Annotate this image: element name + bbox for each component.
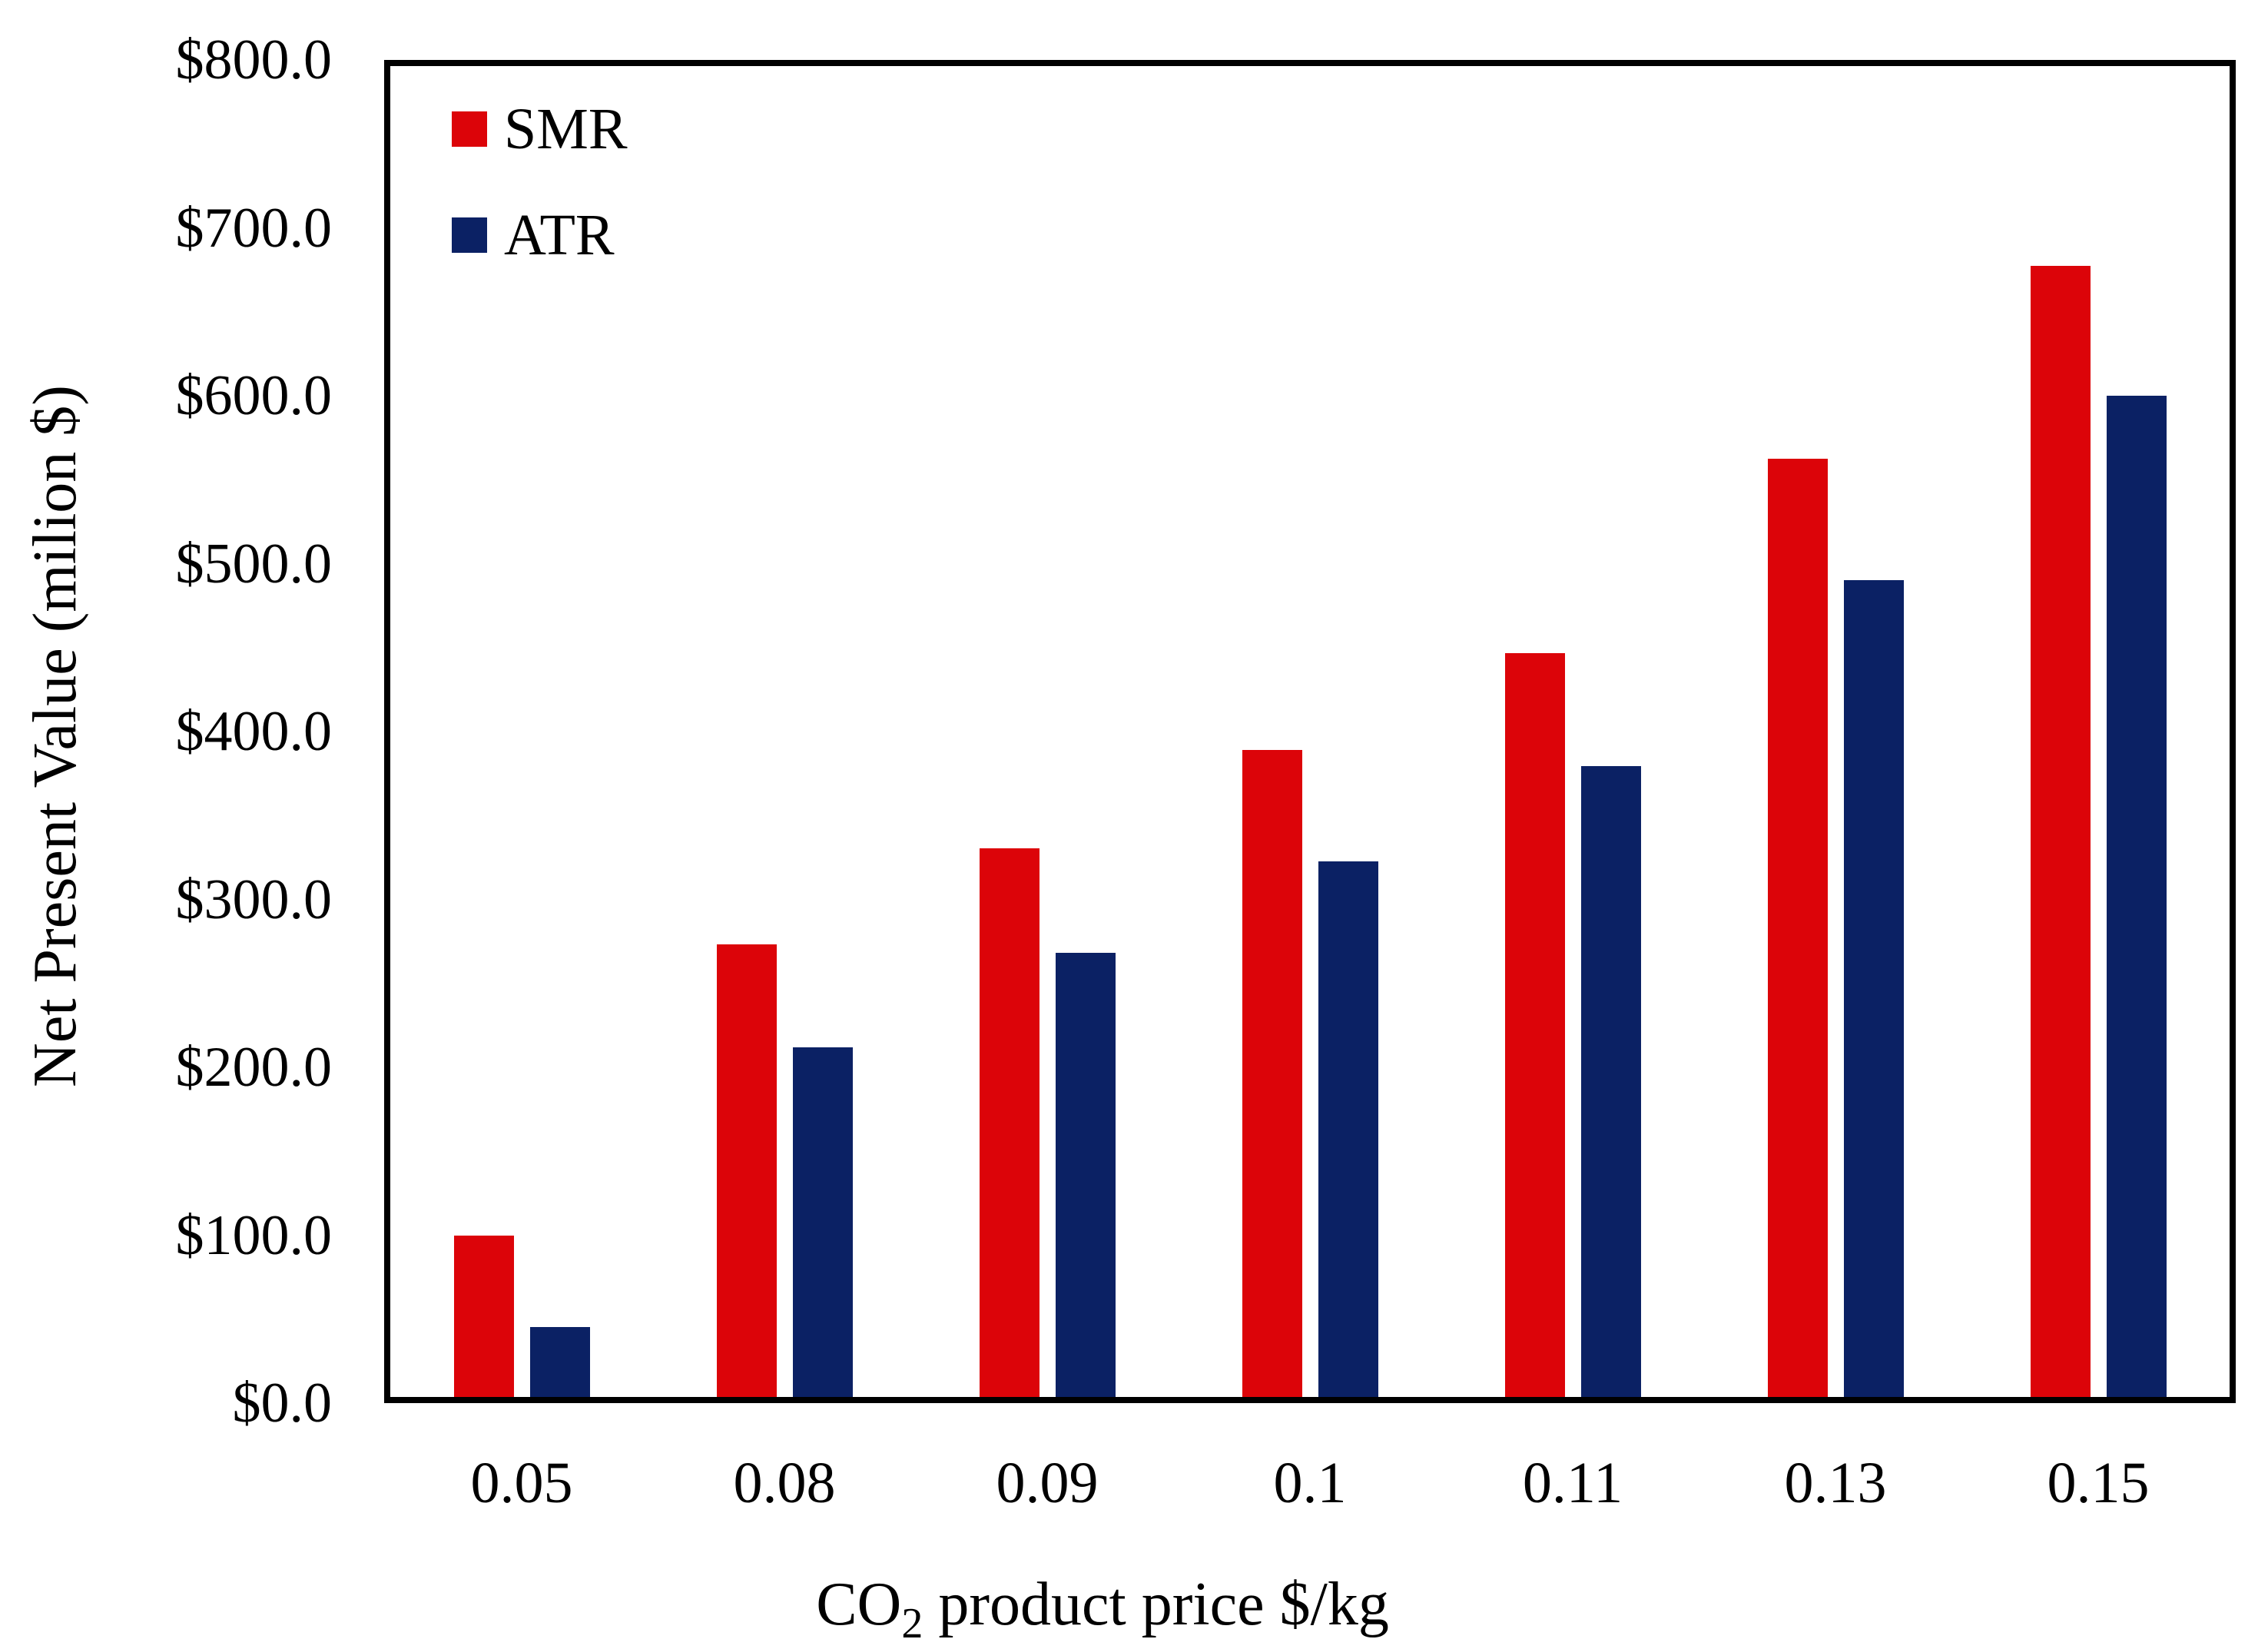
bar-smr-0.1 <box>1242 750 1302 1397</box>
x-tick-label-0.05: 0.05 <box>470 1451 573 1515</box>
atr-color-swatch <box>452 217 487 253</box>
x-axis-tick-labels: 0.05 0.08 0.09 0.1 0.11 0.13 0.15 <box>0 1451 2268 1535</box>
x-axis-title-subscript: 2 <box>901 1600 923 1647</box>
x-tick-label-0.15: 0.15 <box>2047 1451 2150 1515</box>
x-tick-label-0.08: 0.08 <box>733 1451 836 1515</box>
bar-smr-0.11 <box>1504 653 1565 1397</box>
bar-atr-0.08 <box>792 1047 853 1397</box>
bar-atr-0.05 <box>529 1327 590 1397</box>
bar-smr-0.05 <box>453 1236 514 1397</box>
x-axis-title-prefix: CO <box>816 1571 902 1638</box>
y-tick-label-5000: $500.0 <box>175 532 333 596</box>
x-tick-label-0.09: 0.09 <box>996 1451 1099 1515</box>
bar-atr-0.1 <box>1318 861 1378 1397</box>
bar-smr-0.09 <box>979 848 1040 1397</box>
x-tick-label-0.1: 0.1 <box>1273 1451 1347 1515</box>
legend-item-smr: SMR <box>452 100 628 158</box>
legend-label-smr: SMR <box>504 97 628 161</box>
y-axis-tick-labels: $800.0 $700.0 $600.0 $500.0 $400.0 $300.0 $200… <box>61 0 333 1649</box>
bar-atr-0.09 <box>1055 953 1116 1397</box>
legend-item-atr: ATR <box>452 206 628 264</box>
legend: SMR ATR <box>452 100 628 264</box>
y-tick-label-6000: $600.0 <box>175 364 333 427</box>
bar-smr-0.15 <box>2030 266 2091 1397</box>
y-tick-label-4000: $400.0 <box>175 700 333 763</box>
bar-atr-0.11 <box>1580 766 1641 1397</box>
plot-area: SMR ATR <box>384 60 2236 1403</box>
x-axis-title-suffix: product price $/kg <box>923 1571 1389 1638</box>
x-tick-label-0.11: 0.11 <box>1522 1451 1623 1515</box>
bar-smr-0.13 <box>1767 459 1828 1397</box>
y-tick-label-2000: $200.0 <box>175 1036 333 1099</box>
legend-label-atr: ATR <box>504 203 615 267</box>
bar-atr-0.15 <box>2106 396 2167 1397</box>
x-axis-title: CO2 product price $/kg <box>816 1569 1389 1645</box>
smr-color-swatch <box>452 111 487 147</box>
y-tick-label-00: $0.0 <box>232 1372 333 1435</box>
y-tick-label-3000: $300.0 <box>175 868 333 931</box>
y-tick-label-7000: $700.0 <box>175 196 333 260</box>
y-tick-label-8000: $800.0 <box>175 28 333 91</box>
x-tick-label-0.13: 0.13 <box>1784 1451 1887 1515</box>
bar-smr-0.08 <box>716 944 777 1397</box>
bar-atr-0.13 <box>1843 580 1904 1397</box>
y-tick-label-1000: $100.0 <box>175 1203 333 1267</box>
